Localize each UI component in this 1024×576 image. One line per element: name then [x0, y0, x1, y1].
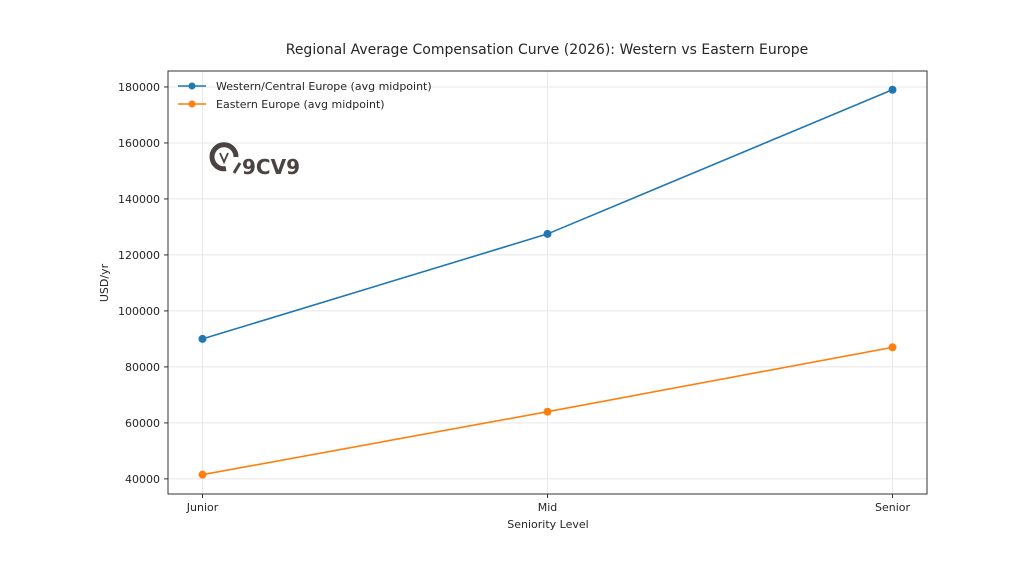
- watermark-logo: 9CV9: [209, 142, 300, 179]
- x-tick-label: Senior: [875, 501, 911, 514]
- watermark-text: 9CV9: [242, 155, 300, 179]
- logo-slash-icon: [232, 162, 242, 174]
- x-axis-label: Seniority Level: [507, 518, 588, 531]
- legend: Western/Central Europe (avg midpoint) Ea…: [178, 80, 432, 111]
- legend-item-western: Western/Central Europe (avg midpoint): [178, 80, 432, 93]
- data-point-marker: [543, 229, 552, 238]
- data-point-marker: [543, 407, 552, 416]
- y-tick-label: 160000: [118, 137, 160, 150]
- chart-title: Regional Average Compensation Curve (202…: [285, 42, 809, 58]
- y-tick-label: 80000: [125, 361, 160, 374]
- legend-marker-icon: [188, 82, 196, 90]
- x-axis-ticks: Junior Mid Senior: [186, 494, 911, 514]
- legend-item-eastern: Eastern Europe (avg midpoint): [178, 98, 385, 111]
- legend-label: Western/Central Europe (avg midpoint): [216, 80, 432, 93]
- legend-label: Eastern Europe (avg midpoint): [216, 98, 385, 111]
- y-axis-ticks: 40000 60000 80000 100000 120000 140000 160000 1…: [118, 81, 168, 486]
- logo-v-icon: [219, 152, 229, 165]
- data-point-marker: [198, 334, 207, 343]
- x-tick-label: Mid: [538, 501, 558, 514]
- y-tick-label: 120000: [118, 249, 160, 262]
- plot-frame: [167, 70, 928, 495]
- y-tick-label: 180000: [118, 81, 160, 94]
- y-tick-label: 100000: [118, 305, 160, 318]
- gridlines: [168, 71, 927, 494]
- y-tick-label: 40000: [125, 473, 160, 486]
- logo-ring-icon: [209, 142, 239, 172]
- y-tick-label: 140000: [118, 193, 160, 206]
- data-point-marker: [198, 470, 207, 479]
- y-axis-label: USD/yr: [98, 263, 111, 302]
- y-tick-label: 60000: [125, 417, 160, 430]
- data-point-marker: [888, 85, 897, 94]
- data-series: [198, 85, 897, 479]
- x-tick-label: Junior: [186, 501, 219, 514]
- data-point-marker: [888, 343, 897, 352]
- legend-marker-icon: [188, 100, 196, 108]
